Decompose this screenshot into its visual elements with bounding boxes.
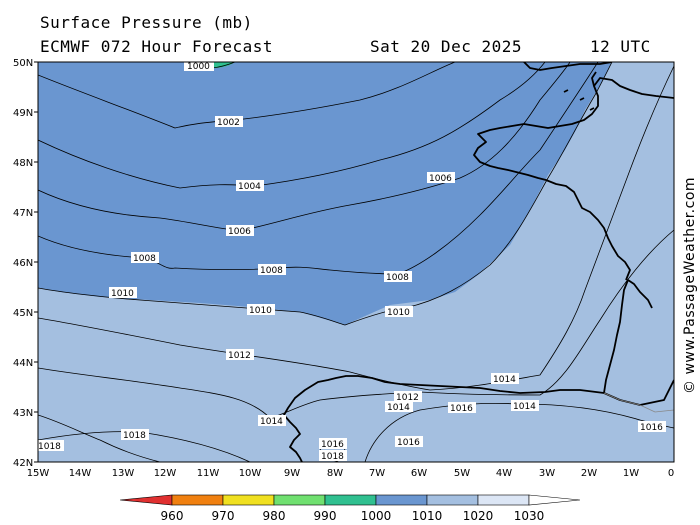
lon-label: 0 (668, 468, 674, 479)
scale-swatch-960-970 (171, 494, 224, 506)
scale-label: 1010 (412, 509, 443, 523)
isobar-label: 1018 (38, 442, 61, 452)
lat-label: 48N (13, 158, 33, 169)
map-fill (38, 62, 674, 462)
scale-arrow-left (119, 494, 173, 506)
isobar-label: 1010 (249, 306, 272, 316)
coastline-france (473, 77, 674, 394)
isobar-label: 1014 (387, 403, 410, 413)
isobar-1014a (38, 229, 674, 419)
lat-label: 44N (13, 358, 33, 369)
scale-arrow-right (528, 494, 581, 506)
lon-label: 8W (327, 468, 343, 479)
isobar-label: 1012 (228, 351, 251, 361)
isobar-label: 1018 (123, 431, 146, 441)
isobar-label: 1010 (387, 308, 410, 318)
lon-label: 15W (27, 468, 50, 479)
lat-label: 43N (13, 408, 33, 419)
lon-label: 14W (69, 468, 92, 479)
isobar-label: 1018 (321, 452, 344, 462)
isobar-label: 1008 (133, 254, 156, 264)
valid-date: Sat 20 Dec 2025 (370, 37, 522, 56)
lon-label: 5W (454, 468, 470, 479)
lon-label: 2W (581, 468, 597, 479)
color-scale: 960 970 980 990 1000 1010 1020 1030 (119, 494, 581, 523)
lon-label: 9W (284, 468, 300, 479)
isobar-1018 (38, 414, 161, 462)
lon-label: 3W (539, 468, 555, 479)
lat-label: 50N (13, 58, 33, 69)
scale-swatch-970-980 (222, 494, 275, 506)
isobar-1004 (38, 62, 546, 189)
scale-swatch-1000-1010 (375, 494, 428, 506)
lon-label: 11W (197, 468, 220, 479)
coastline-england (523, 62, 613, 71)
lon-label: 12W (154, 468, 177, 479)
lat-label: 46N (13, 258, 33, 269)
valid-time: 12 UTC (590, 37, 651, 56)
isobar-label: 1002 (217, 118, 240, 128)
isobar-1006a (38, 62, 571, 232)
isobar-labels: 1000 1002 1004 1006 1006 1008 1008 1008 … (36, 60, 666, 462)
isobar-label: 1016 (450, 404, 473, 414)
scale-label: 960 (161, 509, 184, 523)
isobar-label: 1016 (321, 440, 344, 450)
scale-label: 1000 (361, 509, 392, 523)
lon-labels: 15W 14W 13W 12W 11W 10W 9W 8W 7W 6W 5W 4… (27, 468, 675, 479)
coastline-islands (563, 89, 595, 111)
coastline-spain (283, 375, 674, 462)
map-title: Surface Pressure (mb) (40, 13, 253, 32)
isobar-label: 1016 (640, 423, 663, 433)
lon-label: 7W (369, 468, 385, 479)
isobar-label: 1008 (386, 273, 409, 283)
band-1000-1010 (38, 62, 612, 325)
model-run: ECMWF 072 Hour Forecast (40, 37, 274, 56)
scale-label: 970 (212, 509, 235, 523)
tick-marks (34, 61, 38, 463)
lat-label: 47N (13, 208, 33, 219)
scale-label: 980 (263, 509, 286, 523)
scale-swatch-1020-1030 (477, 494, 530, 506)
scale-label: 990 (314, 509, 337, 523)
lat-labels: 50N 49N 48N 47N 46N 45N 44N 43N 42N (13, 58, 33, 469)
scale-label: 1030 (514, 509, 545, 523)
lon-label: 4W (496, 468, 512, 479)
isobar-label: 1016 (397, 438, 420, 448)
isobar-label: 1010 (111, 289, 134, 299)
isobar-label: 1014 (260, 417, 283, 427)
isobar-label: 1012 (396, 393, 419, 403)
isobar-label: 1006 (429, 174, 452, 184)
isobar-label: 1004 (238, 182, 261, 192)
lon-label: 10W (239, 468, 262, 479)
lon-label: 1W (623, 468, 639, 479)
credit-text: © www.PassageWeather.com (682, 177, 698, 394)
lon-label: 6W (411, 468, 427, 479)
lat-label: 42N (13, 458, 33, 469)
isobar-label: 1014 (513, 402, 536, 412)
isobar-label: 1008 (260, 266, 283, 276)
isobar-label: 1006 (228, 227, 251, 237)
coastlines (283, 62, 674, 462)
scale-swatch-990-1000 (324, 494, 377, 506)
isobar-label: 1014 (493, 375, 516, 385)
lon-label: 13W (112, 468, 135, 479)
scale-label: 1020 (463, 509, 494, 523)
scale-swatch-1010-1020 (426, 494, 479, 506)
isobar-label: 1000 (187, 62, 210, 72)
border-france-spain (603, 392, 675, 413)
lat-label: 49N (13, 108, 33, 119)
coastline-cotentin (591, 71, 597, 87)
lat-label: 45N (13, 308, 33, 319)
scale-swatch-980-990 (273, 494, 326, 506)
